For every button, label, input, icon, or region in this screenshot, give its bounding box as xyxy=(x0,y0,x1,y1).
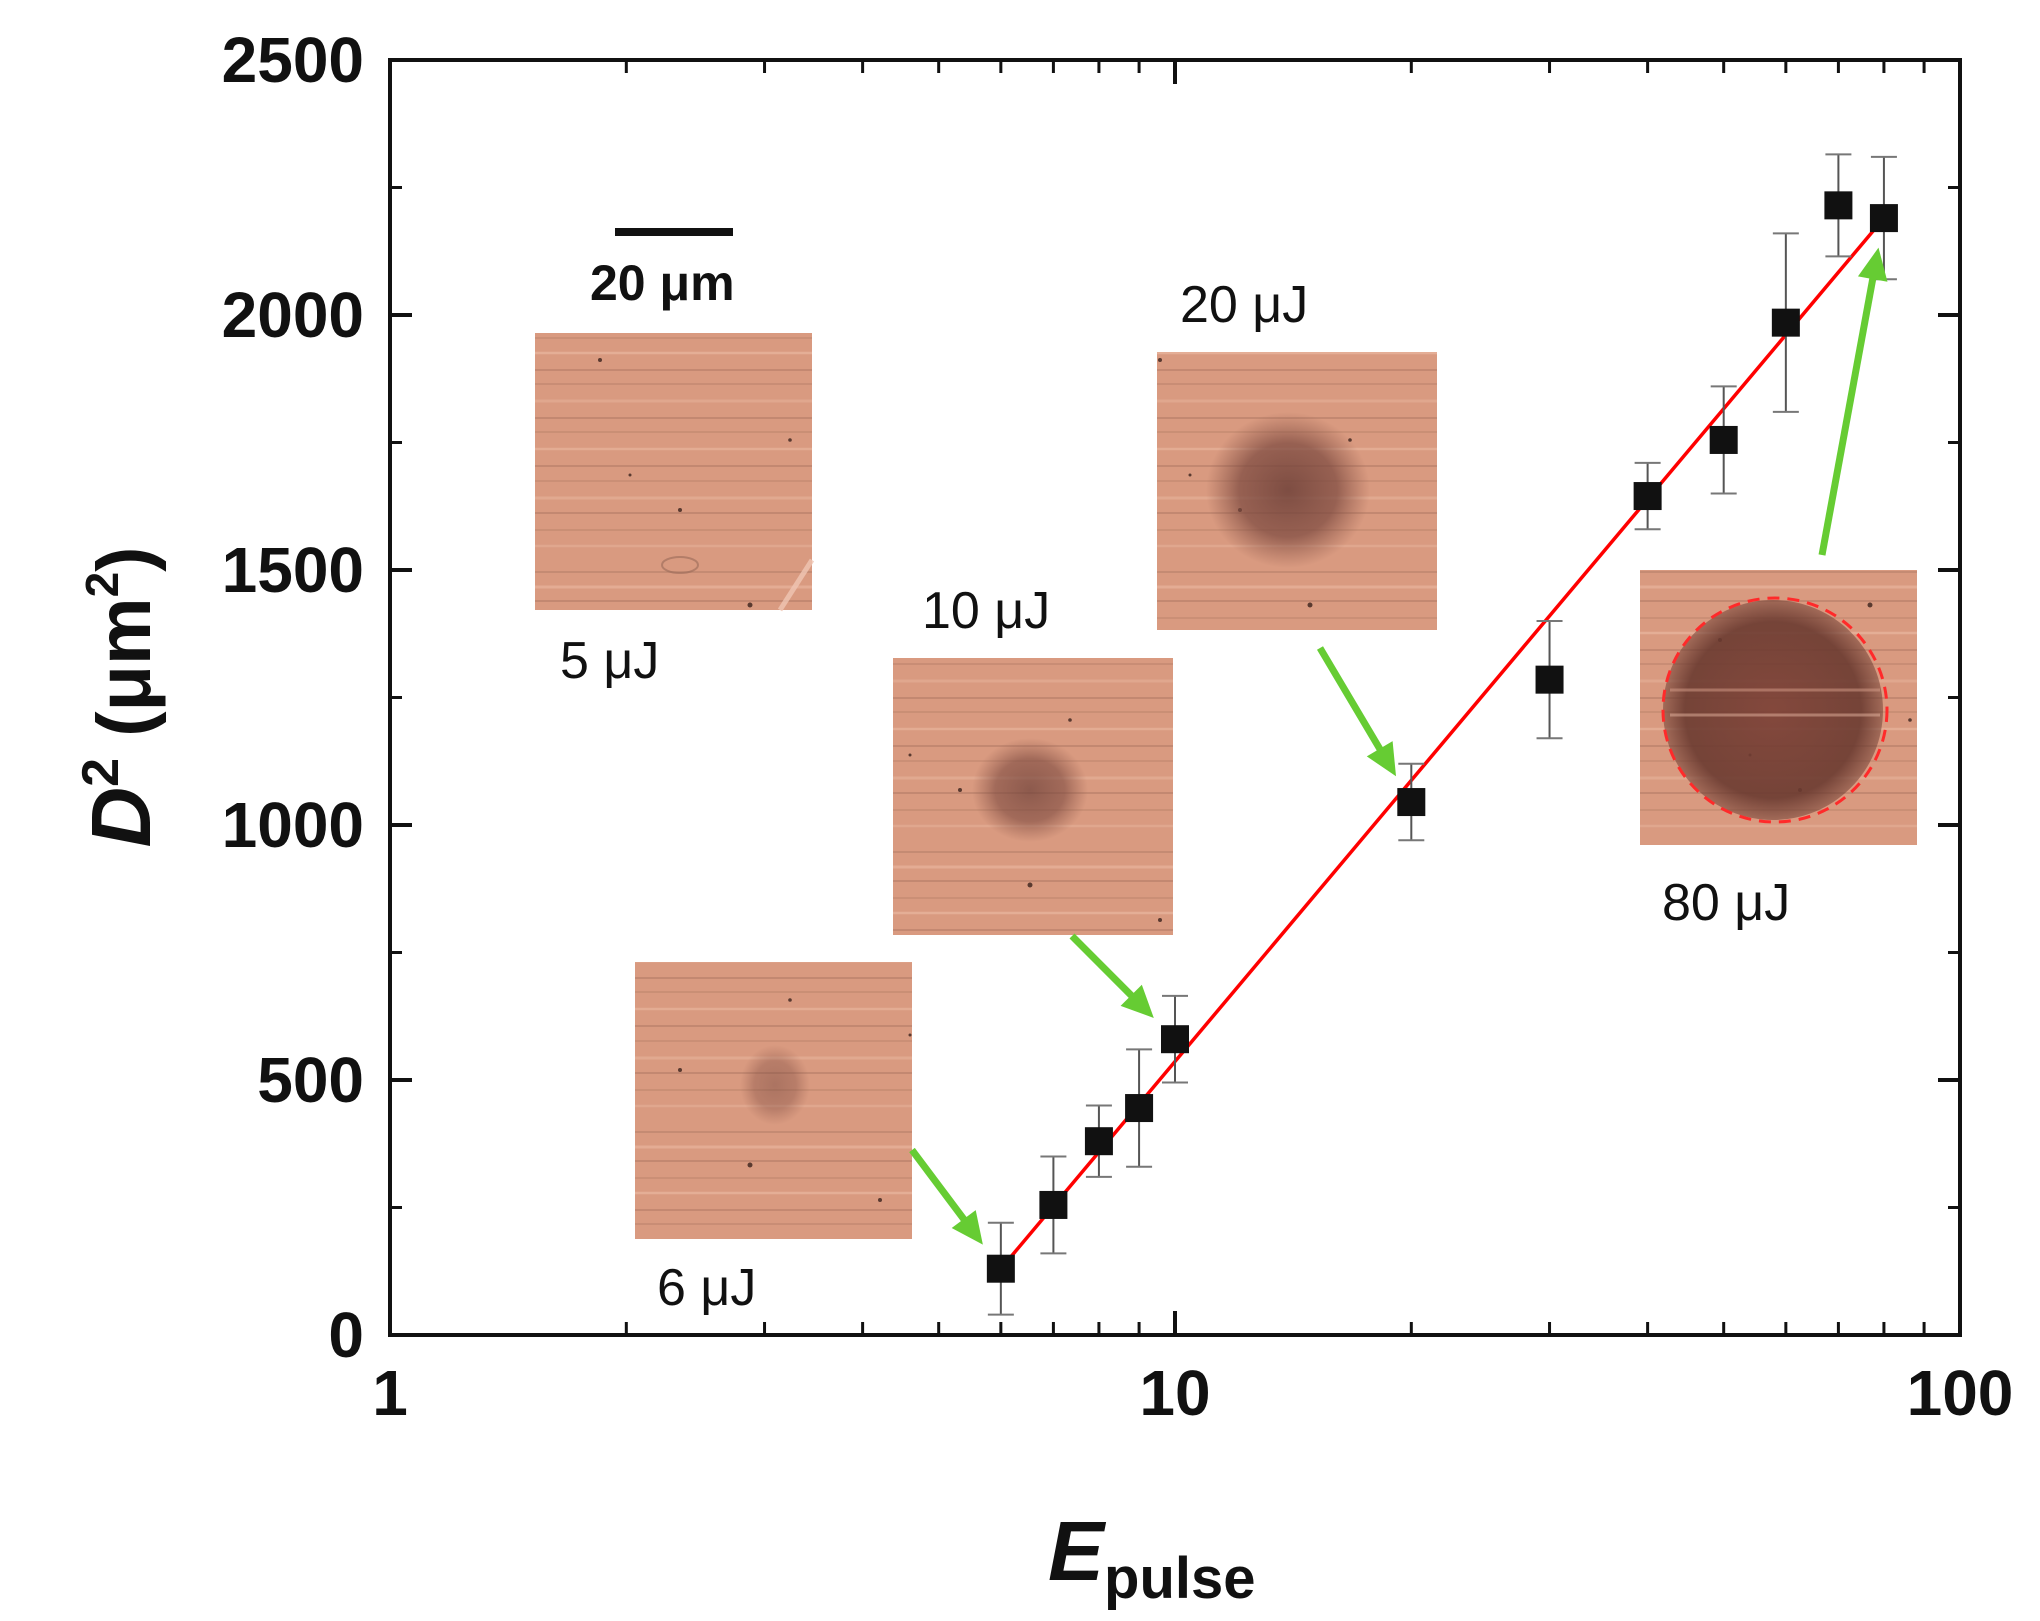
data-point-7 xyxy=(1633,482,1662,511)
data-point-1 xyxy=(1039,1190,1068,1219)
data-point-11 xyxy=(1869,204,1898,233)
fit-line xyxy=(999,216,1886,1270)
arrow-shaft-80uJ xyxy=(1818,264,1879,556)
x-tick-label-100: 100 xyxy=(1907,1357,2014,1429)
inset-6uJ xyxy=(635,962,912,1239)
data-point-3 xyxy=(1125,1094,1154,1123)
y-tick-label-1500: 1500 xyxy=(222,534,364,606)
data-point-5 xyxy=(1397,788,1426,817)
data-point-8 xyxy=(1709,425,1738,454)
y-tick-label-1000: 1000 xyxy=(222,789,364,861)
y-axis-label-sup: 2 xyxy=(72,758,130,787)
arrow-head-10uJ xyxy=(1120,984,1154,1018)
inset-label-10uJ: 10 μJ xyxy=(922,582,1050,640)
inset-label-6uJ: 6 μJ xyxy=(657,1259,756,1317)
y-tick-label-500: 500 xyxy=(257,1044,364,1116)
y-tick-label-2000: 2000 xyxy=(222,279,364,351)
axis-ticks xyxy=(388,58,1962,1337)
data-point-10 xyxy=(1824,191,1853,220)
x-axis-label-main: E xyxy=(1048,1504,1107,1598)
arrow-shaft-20uJ xyxy=(1316,646,1390,763)
x-tick-label-10: 10 xyxy=(1139,1357,1210,1429)
axis-tick-labels: 0 500 1000 1500 2000 2500 1 10 100 xyxy=(222,24,2014,1429)
inset-10uJ xyxy=(893,658,1173,935)
y-axis-unit-sup: 2 xyxy=(76,572,128,598)
arrow-head-20uJ xyxy=(1366,741,1397,777)
y-axis-label-main: D xyxy=(74,787,168,848)
arrow-shaft-6uJ xyxy=(909,1147,975,1233)
inset-label-80uJ: 80 μJ xyxy=(1662,874,1790,932)
data-point-2 xyxy=(1084,1127,1113,1156)
data-points xyxy=(986,191,1898,1283)
fit-line-group xyxy=(999,216,1886,1270)
data-point-9 xyxy=(1771,308,1800,337)
y-tick-label-2500: 2500 xyxy=(222,24,364,96)
data-point-4 xyxy=(1161,1025,1189,1054)
x-axis-label: Epulse xyxy=(1048,1504,1256,1611)
inset-5uJ xyxy=(535,333,815,612)
inset-80uJ xyxy=(1640,570,1917,845)
arrow-head-6uJ xyxy=(951,1210,983,1245)
arrow-head-80uJ xyxy=(1857,247,1888,282)
scale-bar-label: 20 μm xyxy=(590,255,735,311)
y-tick-label-0: 0 xyxy=(328,1299,364,1371)
y-axis-label: D2 (μm2) xyxy=(72,547,168,848)
arrow-shaft-10uJ xyxy=(1069,933,1144,1008)
data-point-6 xyxy=(1535,665,1564,694)
scale-bar: 20 μm xyxy=(590,228,735,311)
x-tick-label-1: 1 xyxy=(372,1357,408,1429)
inset-label-20uJ: 20 μJ xyxy=(1180,276,1308,334)
y-axis-unit-open: (μm xyxy=(82,597,167,758)
data-point-0 xyxy=(986,1254,1015,1283)
arrows xyxy=(909,247,1888,1245)
y-axis-unit-close: ) xyxy=(82,547,167,572)
inset-label-5uJ: 5 μJ xyxy=(560,632,659,690)
inset-20uJ xyxy=(1157,352,1437,630)
x-axis-label-sub: pulse xyxy=(1104,1546,1256,1611)
spot-outline-circle xyxy=(1661,596,1889,824)
